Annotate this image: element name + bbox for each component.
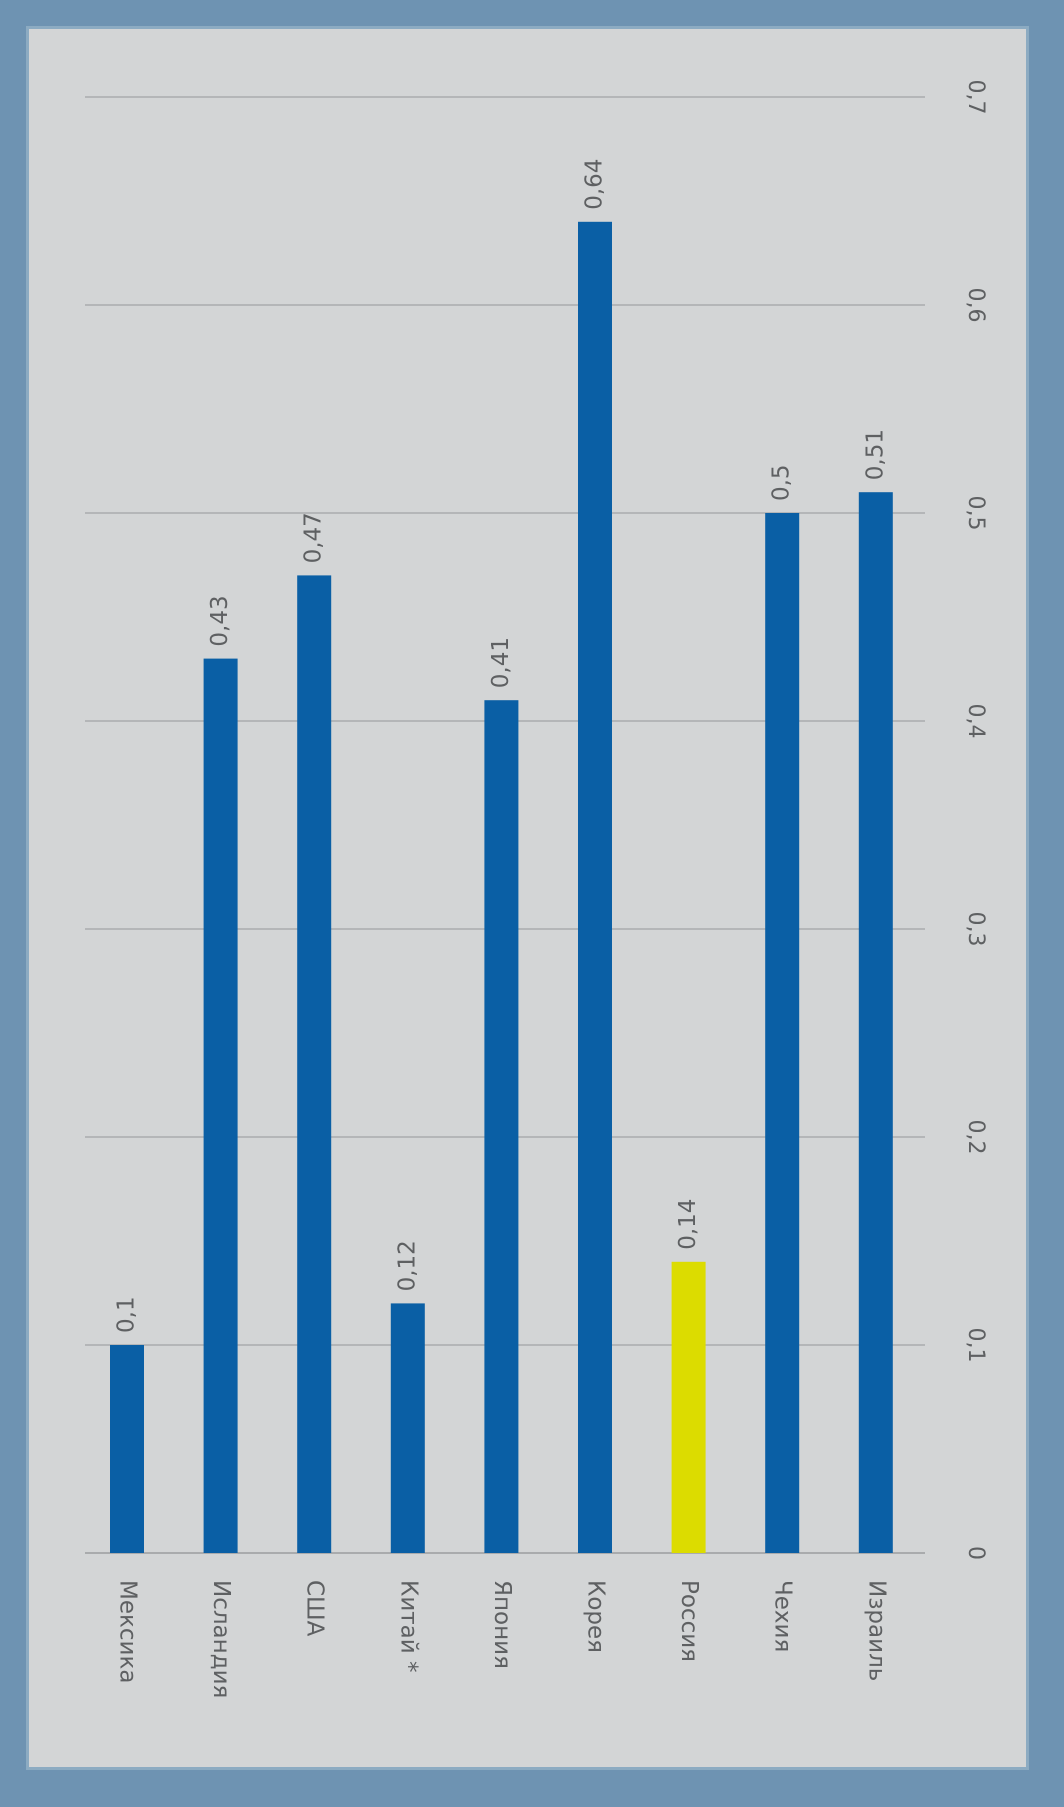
value-label: 0,51: [862, 429, 888, 480]
bar: [765, 513, 799, 1553]
category-label: Россия: [676, 1580, 702, 1662]
tick-label: 0,4: [963, 704, 988, 739]
value-label: 0,47: [301, 512, 327, 563]
category-label: Чехия: [770, 1580, 796, 1652]
labels: 0 0,1 0,2 0,3 0,4 0,5 0,6 0,7 0,1 Мексика 0,43 Исла…: [114, 80, 989, 1699]
category-label: США: [302, 1580, 328, 1637]
bars: [110, 222, 893, 1553]
tick-label: 0,2: [963, 1120, 988, 1155]
value-label: 0,5: [769, 464, 795, 501]
value-label: 0,12: [394, 1240, 420, 1291]
bar: [297, 575, 331, 1553]
category-label: Израиль: [863, 1580, 889, 1681]
bar: [578, 222, 612, 1553]
bar: [391, 1303, 425, 1553]
value-label: 0,41: [488, 637, 514, 688]
tick-label: 0,1: [963, 1328, 988, 1363]
value-label: 0,14: [675, 1199, 701, 1250]
category-label: Мексика: [115, 1580, 141, 1683]
value-label: 0,64: [582, 159, 608, 210]
bar: [204, 659, 238, 1553]
category-label: Китай *: [395, 1580, 421, 1673]
bar: [110, 1345, 144, 1553]
value-label: 0,43: [207, 595, 233, 646]
bar: [484, 700, 518, 1553]
bar: [672, 1262, 706, 1553]
bar: [859, 492, 893, 1553]
tick-label: 0,6: [963, 288, 988, 323]
tick-label: 0: [963, 1546, 988, 1560]
value-label: 0,1: [114, 1296, 140, 1333]
category-label: Корея: [583, 1580, 609, 1653]
tick-label: 0,7: [963, 80, 988, 115]
tick-label: 0,3: [963, 912, 988, 947]
tick-label: 0,5: [963, 496, 988, 531]
category-label: Япония: [489, 1580, 515, 1669]
category-label: Исландия: [208, 1580, 234, 1698]
